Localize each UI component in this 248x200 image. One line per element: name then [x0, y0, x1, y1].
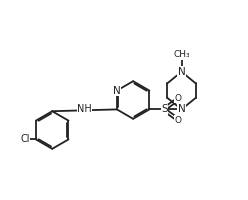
Text: NH: NH	[77, 104, 92, 114]
Text: CH₃: CH₃	[173, 50, 190, 59]
Text: N: N	[178, 67, 186, 77]
Text: N: N	[178, 104, 186, 114]
Text: O: O	[175, 116, 182, 125]
Text: N: N	[113, 86, 121, 96]
Text: Cl: Cl	[20, 134, 30, 144]
Text: O: O	[175, 94, 182, 103]
Text: S: S	[161, 104, 168, 114]
